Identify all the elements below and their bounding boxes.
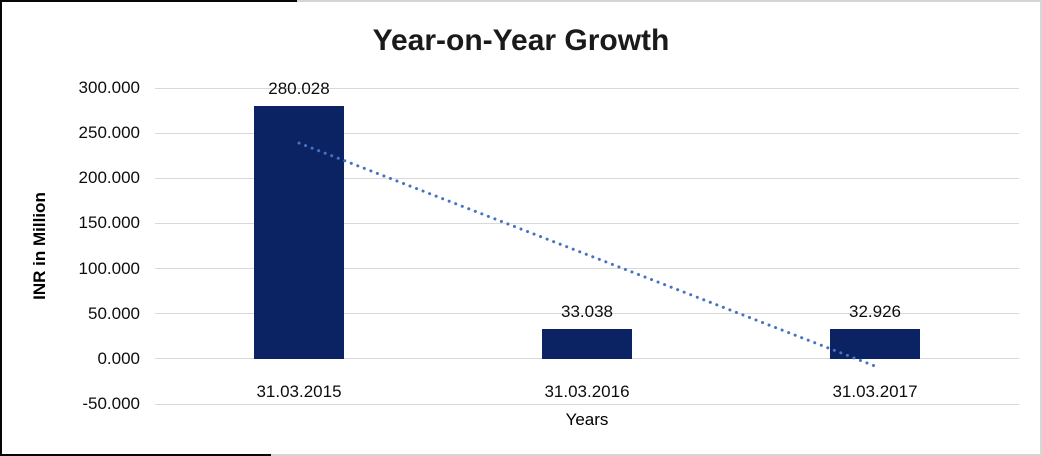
x-axis-title: Years [565,410,609,429]
category-label: 31.03.2017 [832,382,918,401]
chart-title: Year-on-Year Growth [372,24,670,57]
y-tick-label: 100.000 [78,258,140,278]
bar [542,329,632,359]
frame-border-right [1040,0,1042,456]
bar-value-label: 32.926 [849,302,901,322]
gridline [155,132,1019,134]
category-label: 31.03.2016 [544,382,630,401]
frame-border-left [0,0,2,456]
bar [830,329,920,359]
y-tick-label: 50.000 [88,303,140,323]
y-tick-label: 300.000 [78,78,140,97]
y-tick-label: 200.000 [78,168,140,188]
bar-value-label: 280.028 [268,79,330,99]
y-tick-label: 150.000 [78,213,140,233]
y-axis-title: INR in Million [30,192,49,300]
y-tick-label: -50.000 [82,394,140,413]
bar-value-label: 33.038 [561,302,613,322]
gridline [155,403,1019,405]
category-label: 31.03.2015 [256,382,342,401]
bar [254,106,344,359]
y-tick-label: 250.000 [78,123,140,143]
y-tick-label: 0.000 [97,348,140,368]
frame-border-top [0,0,1042,2]
frame-border-bottom [0,454,1042,456]
gridline [155,87,1019,89]
